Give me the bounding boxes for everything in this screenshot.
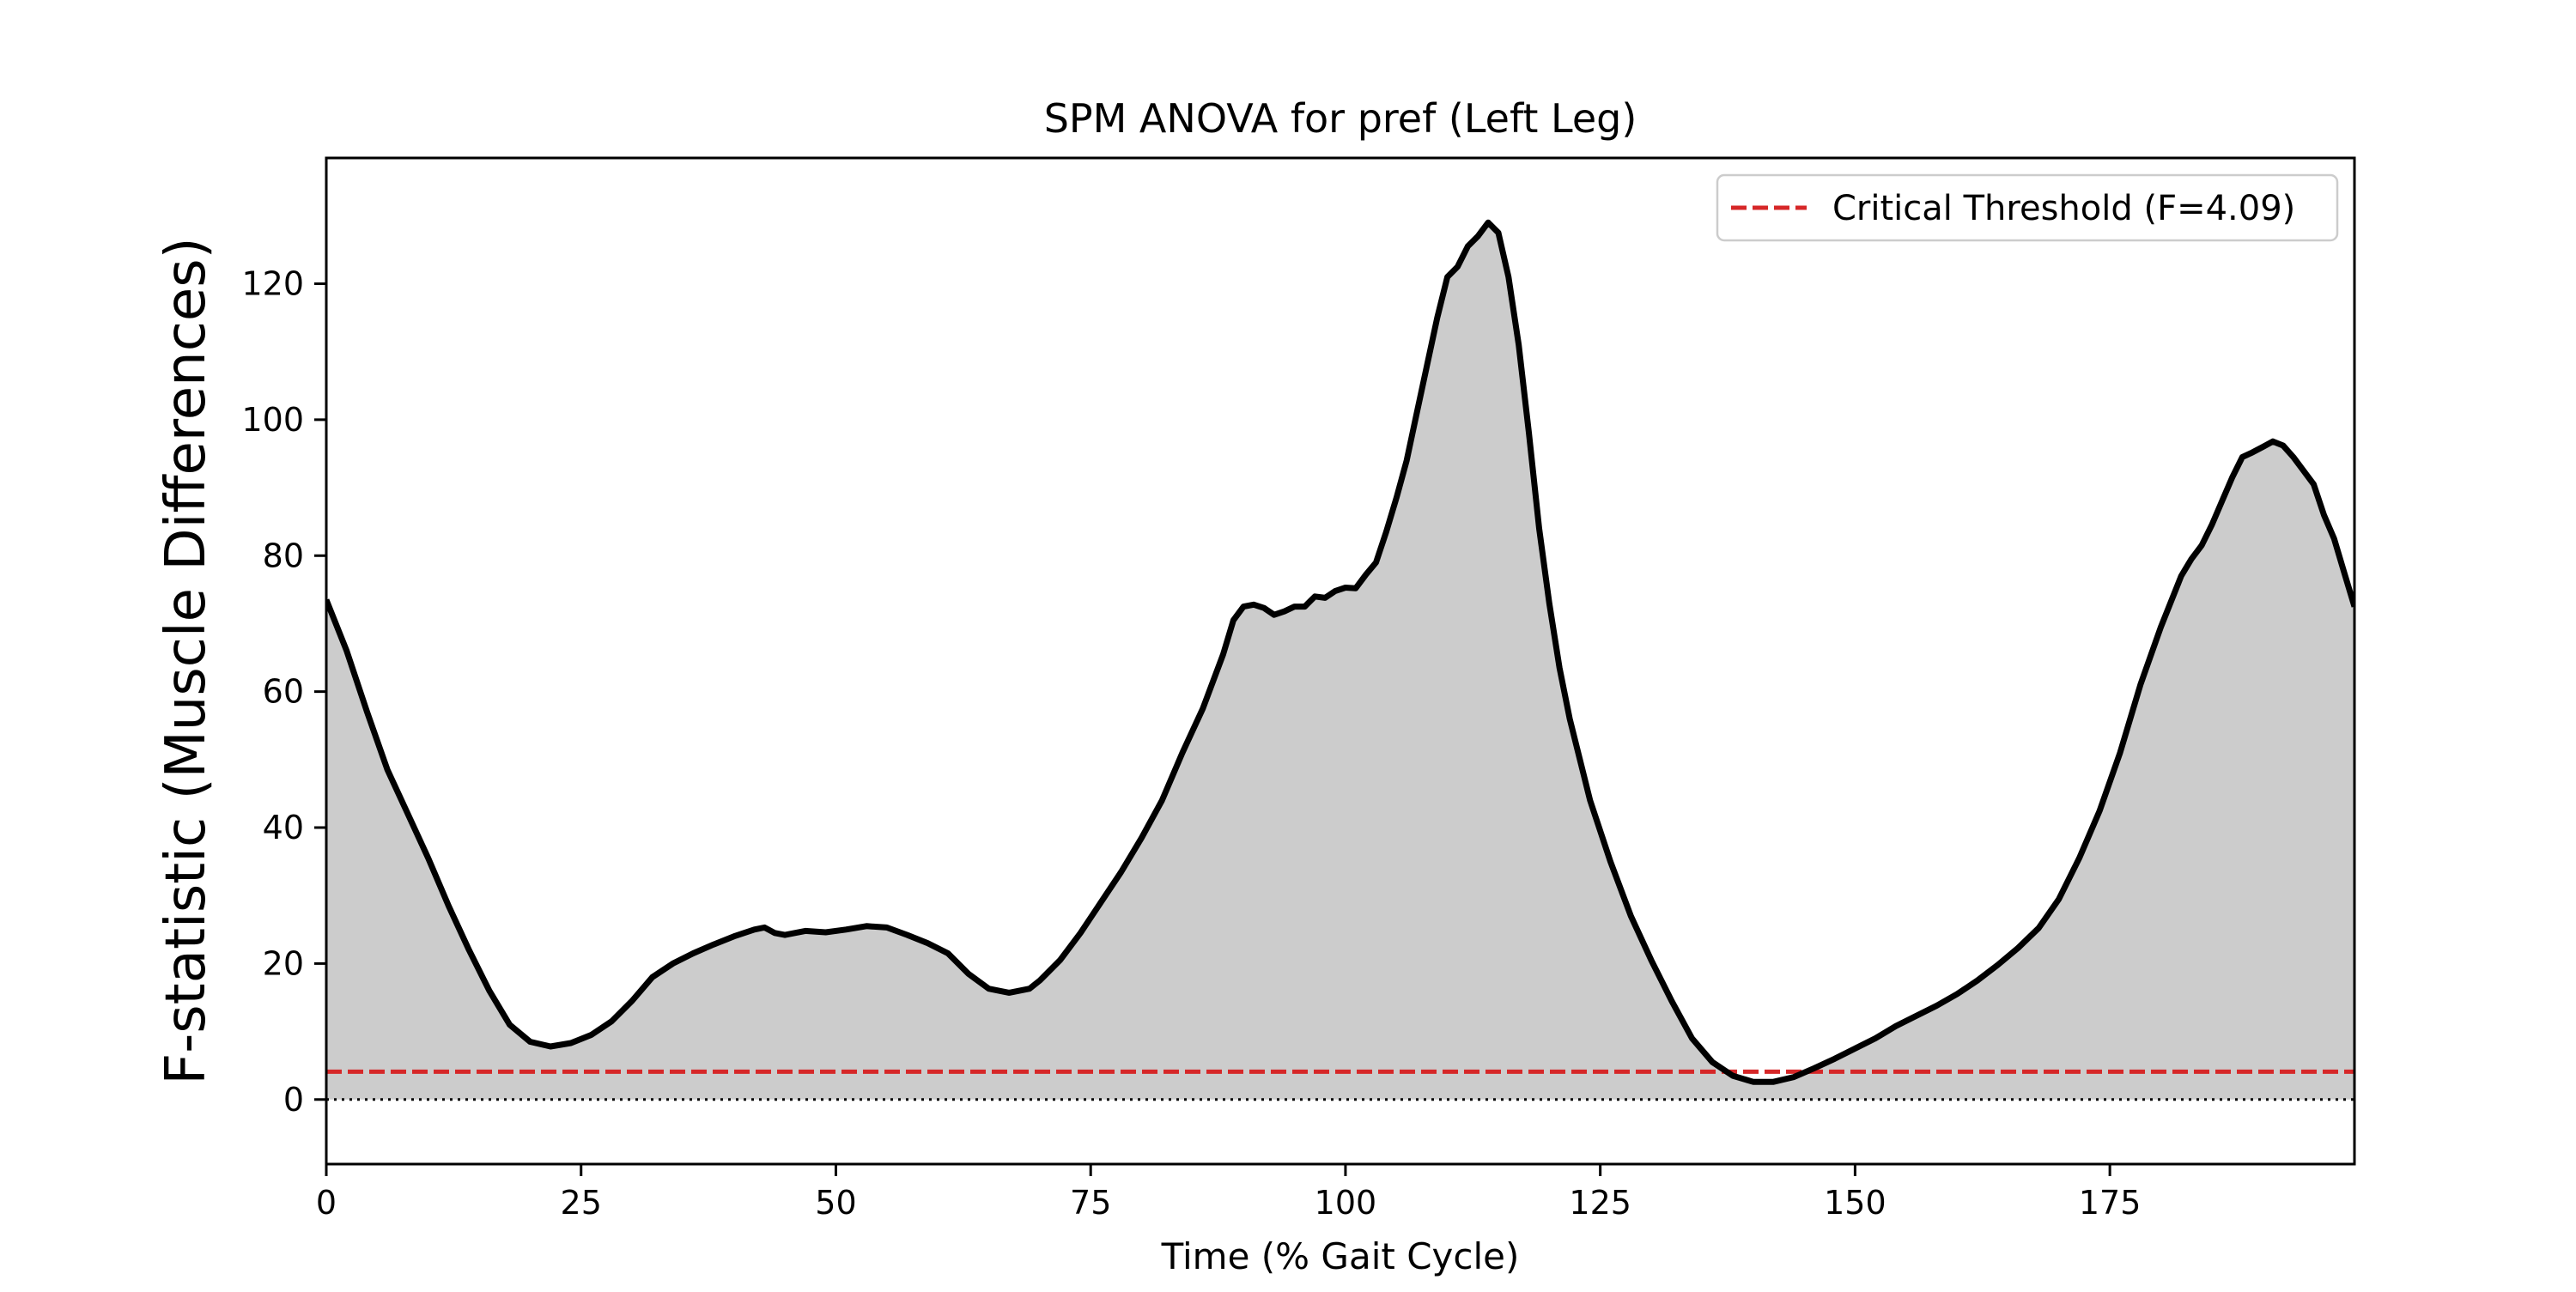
x-tick-label: 150 [1824, 1184, 1886, 1222]
y-tick-label: 80 [263, 537, 304, 574]
x-tick-label: 75 [1070, 1184, 1111, 1222]
x-tick-label: 50 [815, 1184, 856, 1222]
f-statistic-line [326, 219, 2354, 1085]
plot-area [326, 219, 2354, 1101]
x-tick-label: 175 [2079, 1184, 2142, 1222]
x-tick-label: 100 [1315, 1184, 1377, 1222]
x-axis: 0 25 50 75 100 125 150 175 [316, 1164, 2141, 1222]
y-tick-label: 20 [263, 944, 304, 982]
y-tick-label: 120 [241, 265, 304, 303]
plot-frame [325, 156, 2356, 1166]
x-tick-label: 0 [316, 1184, 337, 1222]
legend: Critical Threshold (F=4.09) [1716, 173, 2339, 242]
f-statistic-area [326, 222, 2354, 1100]
y-tick-label: 40 [263, 809, 304, 846]
x-tick-label: 25 [561, 1184, 602, 1222]
legend-label-threshold: Critical Threshold (F=4.09) [1832, 189, 2295, 228]
x-axis-label: Time (% Gait Cycle) [1161, 1235, 1520, 1277]
x-tick-label: 125 [1569, 1184, 1631, 1222]
legend-box [1716, 173, 2339, 242]
y-tick-label: 0 [283, 1081, 304, 1119]
y-tick-label: 60 [263, 673, 304, 711]
y-tick-label: 100 [241, 401, 304, 439]
y-axis-label: F-statistic (Muscle Differences) [155, 237, 218, 1084]
chart-title: SPM ANOVA for pref (Left Leg) [1044, 95, 1637, 142]
y-axis: 0 20 40 60 80 100 120 [241, 265, 326, 1119]
